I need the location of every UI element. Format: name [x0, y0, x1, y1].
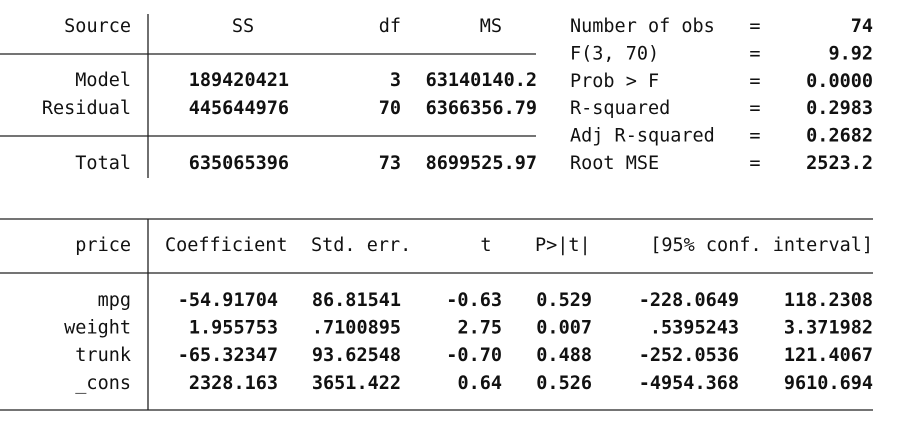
stat-value: 2523.2 — [806, 153, 873, 174]
cell: 0.529 — [536, 290, 592, 311]
column-header: SS — [232, 16, 254, 37]
cell: 0.007 — [536, 318, 592, 339]
column-header: t — [480, 235, 491, 256]
cell: 6366356.79 — [426, 98, 537, 119]
cell: 189420421 — [189, 70, 289, 91]
row-label: Residual — [42, 98, 131, 119]
cell: 0.488 — [536, 345, 592, 366]
stat-label: Prob > F — [570, 71, 659, 92]
stat-label: Adj R-squared — [570, 126, 715, 147]
cell: -65.32347 — [178, 345, 278, 366]
stat-label: Number of obs — [570, 16, 715, 37]
stat-equals: = — [749, 71, 760, 92]
column-header: df — [379, 16, 401, 37]
stat-value: 74 — [851, 16, 873, 37]
cell: -252.0536 — [639, 345, 739, 366]
cell: 1.955753 — [189, 318, 278, 339]
stat-label: Root MSE — [570, 153, 659, 174]
cell: 2328.163 — [189, 373, 278, 394]
cell: 8699525.97 — [426, 153, 537, 174]
row-label: trunk — [75, 345, 131, 366]
column-header: [95% conf. interval] — [650, 235, 873, 256]
cell: 3 — [390, 70, 401, 91]
stat-equals: = — [749, 43, 760, 64]
cell: .7100895 — [312, 318, 401, 339]
cell: 445644976 — [189, 98, 289, 119]
cell: 63140140.2 — [426, 70, 537, 91]
cell: 0.526 — [536, 373, 592, 394]
row-label: mpg — [98, 290, 131, 311]
row-label: _cons — [75, 373, 131, 394]
row-label: weight — [64, 318, 131, 339]
cell: 2.75 — [457, 318, 502, 339]
stat-equals: = — [749, 126, 760, 147]
stat-equals: = — [749, 153, 760, 174]
cell: 73 — [379, 153, 401, 174]
cell: 118.2308 — [784, 290, 873, 311]
cell: 635065396 — [189, 153, 289, 174]
column-header: Std. err. — [311, 235, 411, 256]
cell: -4954.368 — [639, 373, 739, 394]
cell: 86.81541 — [312, 290, 401, 311]
stat-value: 0.0000 — [806, 71, 873, 92]
cell: 9610.694 — [784, 373, 873, 394]
column-header: Source — [64, 16, 131, 37]
cell: 93.62548 — [312, 345, 401, 366]
row-label: Model — [75, 70, 131, 91]
stat-value: 0.2983 — [806, 98, 873, 119]
column-header: MS — [480, 16, 502, 37]
cell: 3651.422 — [312, 373, 401, 394]
column-header: price — [75, 235, 131, 256]
stat-equals: = — [749, 98, 760, 119]
cell: 121.4067 — [784, 345, 873, 366]
stat-value: 9.92 — [828, 43, 873, 64]
cell: -0.63 — [446, 290, 502, 311]
cell: .5395243 — [650, 318, 739, 339]
cell: -228.0649 — [639, 290, 739, 311]
cell: 3.371982 — [784, 318, 873, 339]
cell: -0.70 — [446, 345, 502, 366]
cell: -54.91704 — [178, 290, 278, 311]
cell: 70 — [379, 98, 401, 119]
stat-equals: = — [749, 16, 760, 37]
stat-label: F(3, 70) — [570, 43, 659, 64]
column-header: Coefficient — [165, 235, 288, 256]
column-header: P>|t| — [535, 235, 591, 256]
stat-value: 0.2682 — [806, 126, 873, 147]
row-label: Total — [75, 153, 131, 174]
stat-label: R-squared — [570, 98, 670, 119]
cell: 0.64 — [457, 373, 502, 394]
